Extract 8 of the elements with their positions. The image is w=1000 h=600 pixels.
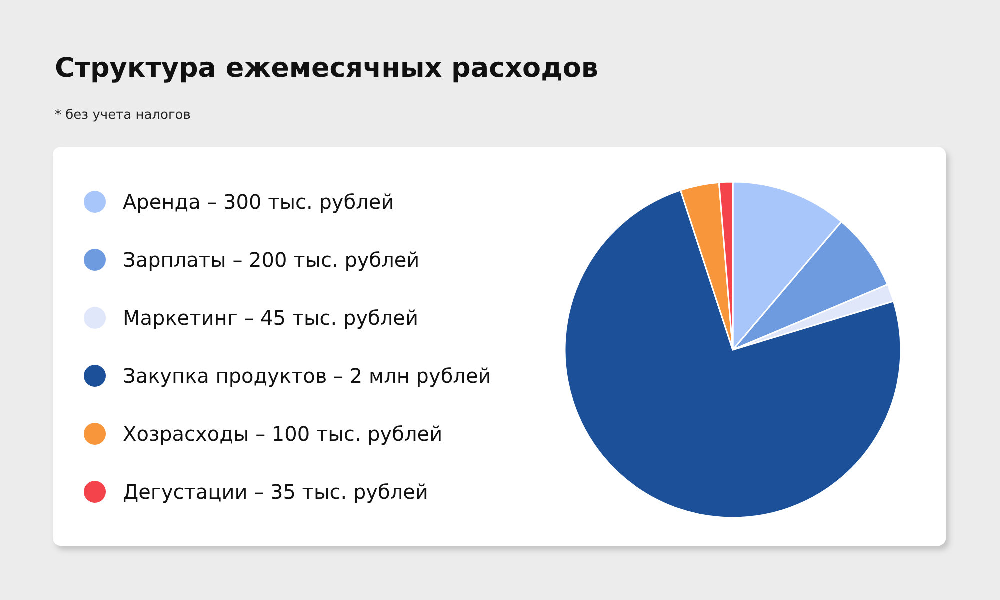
legend-label: Дегустации – 35 тыс. рублей	[123, 480, 428, 504]
legend-label: Аренда – 300 тыс. рублей	[123, 190, 394, 214]
legend-label: Закупка продуктов – 2 млн рублей	[123, 364, 492, 388]
chart-subtitle: * без учета налогов	[55, 108, 191, 123]
legend-label: Хозрасходы – 100 тыс. рублей	[123, 422, 443, 446]
legend-label: Зарплаты – 200 тыс. рублей	[123, 248, 420, 272]
chart-title: Структура ежемесячных расходов	[55, 53, 599, 84]
legend-label: Маркетинг – 45 тыс. рублей	[123, 306, 418, 330]
